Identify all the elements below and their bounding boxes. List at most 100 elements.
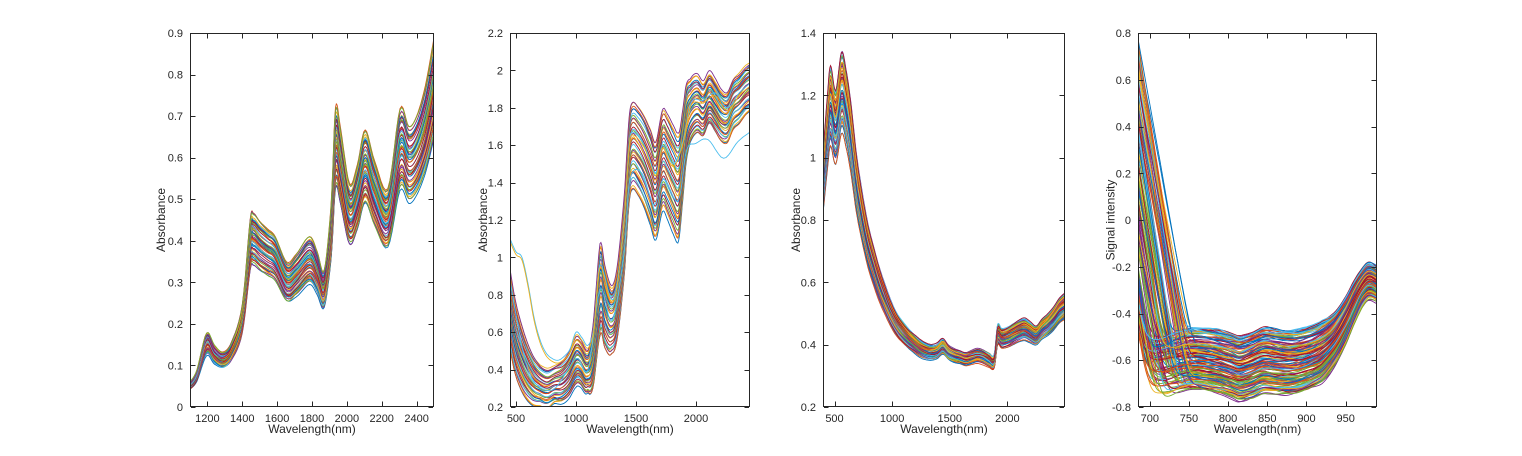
y-tick-label: 1.2 bbox=[801, 90, 816, 102]
subplot-1-tick-labels: 1200 1400 1600 1800 2000 2200 2400 0 0.1 0.2 0.3 0.… bbox=[168, 28, 429, 425]
x-tick-label: 950 bbox=[1337, 413, 1355, 425]
x-tick-label: 700 bbox=[1141, 413, 1159, 425]
spectrum-curve bbox=[1138, 189, 1377, 386]
spectrum-curve bbox=[510, 64, 750, 372]
spectrum-curve bbox=[190, 39, 434, 383]
spectrum-curve bbox=[823, 83, 1065, 364]
y-tick-label: -0.6 bbox=[1112, 355, 1131, 367]
subplot4-y-axis-label-text: Signal intensity bbox=[1103, 179, 1117, 261]
spectrum-curve bbox=[1138, 231, 1377, 353]
subplot1-x-axis-label: Wavelength(nm) bbox=[268, 422, 356, 436]
y-tick-label: 0.2 bbox=[801, 402, 816, 414]
spectrum-curve bbox=[510, 90, 750, 392]
spectrum-curve bbox=[510, 103, 750, 404]
spectrum-curve bbox=[510, 67, 750, 374]
y-tick-label: 1.4 bbox=[488, 178, 503, 190]
spectrum-curve bbox=[190, 64, 434, 385]
y-tick-label: 0.8 bbox=[168, 70, 183, 82]
x-tick-label: 900 bbox=[1297, 413, 1315, 425]
x-tick-label: 1600 bbox=[265, 413, 289, 425]
axis-box bbox=[1138, 33, 1377, 407]
axis-box bbox=[823, 33, 1065, 407]
subplot-4-axes bbox=[1138, 33, 1377, 408]
subplot-3: 500 1000 1500 2000 0.2 0.4 0.6 0.8 1 1.2 1.4 bbox=[801, 28, 1065, 425]
spectrum-curve bbox=[510, 100, 750, 402]
y-tick-label: 0.6 bbox=[488, 327, 503, 339]
y-tick-label: -0.2 bbox=[1112, 262, 1131, 274]
spectrum-curve bbox=[1138, 240, 1377, 383]
y-tick-label: 0 bbox=[1125, 215, 1131, 227]
x-tick-label: 750 bbox=[1180, 413, 1198, 425]
y-tick-label: 1.6 bbox=[488, 140, 503, 152]
spectrum-curve bbox=[823, 61, 1065, 359]
x-tick-label: 500 bbox=[825, 413, 843, 425]
spectrum-curve bbox=[190, 54, 434, 384]
subplot1-y-axis-label-text: Absorbance bbox=[154, 187, 169, 253]
y-tick-label: 0.4 bbox=[168, 236, 183, 248]
y-tick-label: 1.2 bbox=[488, 215, 503, 227]
y-tick-label: 0.6 bbox=[168, 153, 183, 165]
y-tick-label: 0.1 bbox=[168, 360, 183, 372]
x-tick-label: 2000 bbox=[995, 413, 1019, 425]
spectrum-curve bbox=[1138, 186, 1377, 358]
spectrum-curve bbox=[190, 41, 434, 384]
x-tick-label: 1500 bbox=[624, 413, 648, 425]
y-tick-label: 0.3 bbox=[168, 277, 183, 289]
y-tick-label: 0.8 bbox=[801, 215, 816, 227]
subplot2-y-axis-label: Absorbance bbox=[472, 33, 494, 407]
y-tick-label: 2.2 bbox=[488, 28, 503, 40]
spectrum-curve bbox=[190, 54, 434, 383]
subplot3-y-axis-label-text: Absorbance bbox=[789, 187, 804, 253]
spectrum-curve bbox=[190, 66, 434, 385]
subplot-4-curves bbox=[1138, 39, 1377, 403]
spectrum-curve bbox=[190, 46, 434, 383]
spectrum-curve bbox=[190, 69, 434, 385]
spectrum-curve bbox=[190, 52, 434, 383]
spectrum-curve bbox=[1138, 83, 1377, 370]
y-tick-label: -0.4 bbox=[1112, 309, 1131, 321]
y-tick-label: 0.7 bbox=[168, 111, 183, 123]
y-tick-label: 0 bbox=[177, 402, 183, 414]
spectrum-curve bbox=[1138, 55, 1377, 343]
y-tick-label: 0.8 bbox=[1116, 28, 1131, 40]
x-tick-label: 800 bbox=[1219, 413, 1237, 425]
subplot-3-tick-labels: 500 1000 1500 2000 0.2 0.4 0.6 0.8 1 1.2 1.4 bbox=[801, 28, 1020, 425]
spectrum-curve bbox=[190, 65, 434, 382]
spectrum-curve bbox=[1138, 266, 1377, 400]
y-tick-label: 0.2 bbox=[1116, 168, 1131, 180]
subplot3-y-axis-label: Absorbance bbox=[785, 33, 807, 407]
spectrum-curve bbox=[190, 70, 434, 384]
y-tick-label: 0.2 bbox=[488, 402, 503, 414]
spectrum-curve bbox=[1138, 281, 1377, 373]
x-tick-label: 850 bbox=[1258, 413, 1276, 425]
spectrum-curve bbox=[1138, 80, 1377, 394]
spectrum-curve bbox=[510, 75, 750, 380]
spectrum-curve bbox=[510, 79, 750, 384]
y-tick-label: -0.8 bbox=[1112, 402, 1131, 414]
y-tick-label: 0.9 bbox=[168, 28, 183, 40]
outlier-spectrum-curve bbox=[510, 83, 750, 361]
spectrum-curve bbox=[510, 86, 750, 389]
subplot-3-curves bbox=[823, 50, 1065, 371]
spectrum-curve bbox=[510, 103, 750, 401]
outlier-spectrum-curve bbox=[510, 131, 750, 392]
x-tick-label: 2000 bbox=[684, 413, 708, 425]
x-tick-label: 500 bbox=[507, 413, 525, 425]
subplot-1-axes bbox=[190, 33, 434, 408]
y-tick-label: 0.6 bbox=[1116, 75, 1131, 87]
subplot-3-axes bbox=[823, 33, 1065, 408]
spectrum-curve bbox=[1138, 263, 1377, 341]
subplot3-x-axis-label: Wavelength(nm) bbox=[900, 422, 988, 436]
y-tick-label: 1 bbox=[497, 252, 503, 264]
y-tick-label: 0.2 bbox=[168, 319, 183, 331]
x-tick-label: 2400 bbox=[404, 413, 428, 425]
y-tick-label: 0.4 bbox=[1116, 122, 1131, 134]
spectrum-curve bbox=[190, 56, 434, 383]
subplot4-x-axis-label: Wavelength(nm) bbox=[1213, 422, 1302, 436]
spectrum-curve bbox=[190, 55, 434, 383]
x-tick-label: 1500 bbox=[938, 413, 962, 425]
x-tick-label: 2000 bbox=[335, 413, 359, 425]
subplot-4: 700 750 800 850 900 950 -0.8 -0.6 -0.4 -0.2 0 0.2 0.… bbox=[1112, 28, 1377, 425]
